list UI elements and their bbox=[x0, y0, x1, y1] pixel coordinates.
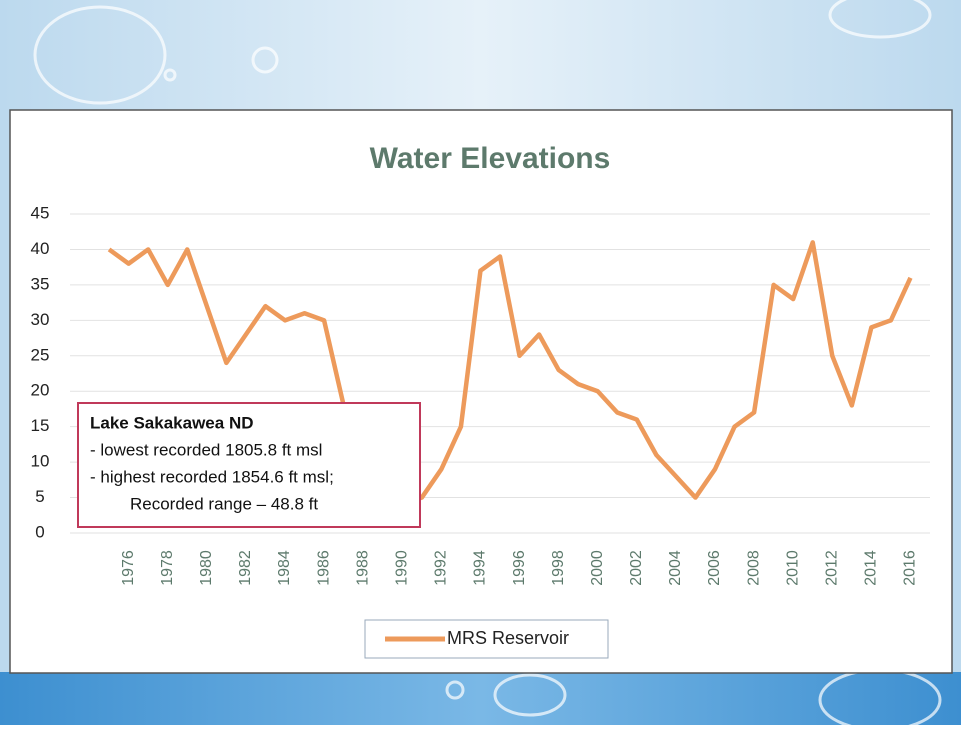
page: Water Elevations 0 5 10 15 20 25 30 35 40 45 1976 1… bbox=[0, 0, 961, 730]
x-tick-label: 2006 bbox=[706, 550, 723, 586]
y-tick-label: 20 bbox=[31, 381, 50, 400]
x-tick-label: 1982 bbox=[237, 550, 254, 586]
x-tick-label: 2000 bbox=[589, 550, 606, 586]
x-tick-label: 1986 bbox=[315, 550, 332, 586]
x-tick-label: 1992 bbox=[433, 550, 450, 586]
x-tick-label: 1988 bbox=[354, 550, 371, 586]
slide: Water Elevations 0 5 10 15 20 25 30 35 40 45 1976 1… bbox=[0, 0, 961, 725]
x-tick-label: 2004 bbox=[667, 550, 684, 586]
annotation: Lake Sakakawea ND - lowest recorded 1805.… bbox=[78, 403, 420, 527]
y-tick-label: 0 bbox=[35, 522, 44, 541]
annotation-line: Lake Sakakawea ND bbox=[90, 413, 254, 432]
annotation-line: Recorded range – 48.8 ft bbox=[130, 494, 318, 513]
x-tick-label: 2014 bbox=[863, 550, 880, 586]
legend-label: MRS Reservoir bbox=[447, 628, 569, 648]
legend: MRS Reservoir bbox=[365, 620, 608, 658]
y-tick-label: 30 bbox=[31, 310, 50, 329]
y-tick-label: 5 bbox=[35, 487, 44, 506]
x-tick-label: 1976 bbox=[120, 550, 137, 586]
x-tick-label: 2012 bbox=[823, 550, 840, 586]
x-tick-label: 2016 bbox=[902, 550, 919, 586]
y-tick-label: 40 bbox=[31, 239, 50, 258]
x-tick-label: 1994 bbox=[472, 550, 489, 586]
y-tick-label: 35 bbox=[31, 274, 50, 293]
x-tick-label: 2010 bbox=[784, 550, 801, 586]
x-tick-label: 1984 bbox=[276, 550, 293, 586]
chart-title: Water Elevations bbox=[370, 142, 611, 175]
annotation-line: - highest recorded 1854.6 ft msl; bbox=[90, 467, 334, 486]
x-tick-label: 1998 bbox=[550, 550, 567, 586]
x-tick-label: 1980 bbox=[198, 550, 215, 586]
x-tick-label: 2002 bbox=[628, 550, 645, 586]
y-tick-label: 10 bbox=[31, 452, 50, 471]
x-tick-label: 1990 bbox=[393, 550, 410, 586]
y-tick-label: 25 bbox=[31, 345, 50, 364]
annotation-line: - lowest recorded 1805.8 ft msl bbox=[90, 440, 322, 459]
bottom-band bbox=[0, 672, 961, 725]
y-tick-label: 15 bbox=[31, 416, 50, 435]
x-tick-label: 1996 bbox=[511, 550, 528, 586]
x-tick-label: 2008 bbox=[745, 550, 762, 586]
y-tick-label: 45 bbox=[31, 203, 50, 222]
x-tick-label: 1978 bbox=[159, 550, 176, 586]
